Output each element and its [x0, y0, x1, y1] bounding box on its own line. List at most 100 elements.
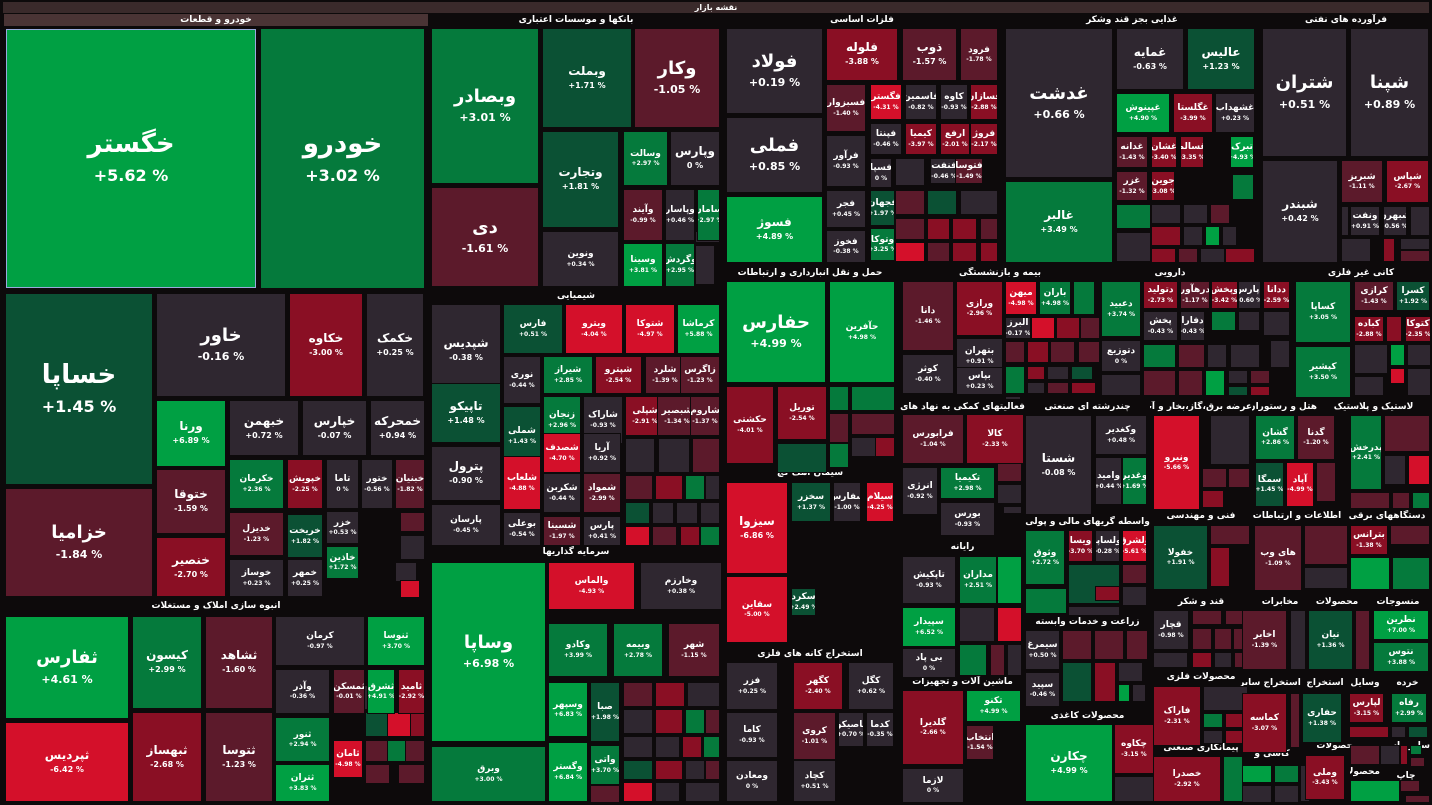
- stock-tile-small[interactable]: [1207, 344, 1227, 368]
- stock-tile-small[interactable]: [980, 218, 998, 240]
- stock-tile[interactable]: وساپا +6.98 %: [431, 562, 546, 742]
- stock-tile[interactable]: خفولا +1.91 %: [1153, 525, 1208, 590]
- stock-tile[interactable]: شپدیس -0.38 %: [431, 304, 501, 397]
- stock-tile-small[interactable]: [1178, 370, 1203, 396]
- stock-tile[interactable]: گدنا -1.20 %: [1297, 415, 1335, 460]
- stock-tile-small[interactable]: [692, 438, 720, 473]
- stock-tile-small[interactable]: [625, 475, 653, 500]
- stock-tile-small[interactable]: [1392, 492, 1410, 509]
- stock-tile-small[interactable]: [997, 484, 1022, 504]
- stock-tile-small[interactable]: [960, 190, 998, 215]
- stock-tile[interactable]: کساپا +3.05 %: [1295, 281, 1351, 343]
- stock-tile[interactable]: کروی -1.01 %: [793, 712, 836, 760]
- stock-tile[interactable]: کرماشا +5.88 %: [677, 304, 720, 354]
- stock-tile[interactable]: شهر -1.15 %: [668, 623, 720, 677]
- stock-tile-small[interactable]: [625, 502, 650, 524]
- stock-tile[interactable]: وآیند -0.99 %: [623, 189, 663, 241]
- stock-tile-small[interactable]: [1210, 525, 1250, 545]
- stock-tile[interactable]: غشان -3.40 %: [1151, 136, 1177, 168]
- stock-tile[interactable]: فتوسا -1.49 %: [955, 158, 983, 184]
- stock-tile[interactable]: خاذین +1.72 %: [326, 546, 359, 579]
- stock-tile[interactable]: کباده -2.88 %: [1354, 316, 1384, 342]
- stock-tile-small[interactable]: [1047, 366, 1069, 380]
- stock-tile[interactable]: وسالت +2.97 %: [623, 131, 668, 186]
- stock-tile-small[interactable]: [655, 475, 683, 500]
- stock-tile-small[interactable]: [1383, 238, 1395, 262]
- stock-tile-small[interactable]: [1384, 415, 1430, 452]
- stock-tile[interactable]: ثمسکن -0.01 %: [333, 669, 365, 714]
- stock-tile-small[interactable]: [1062, 662, 1092, 702]
- stock-tile-small[interactable]: [1232, 174, 1254, 200]
- stock-tile[interactable]: سپید -0.46 %: [1025, 672, 1060, 707]
- stock-tile[interactable]: کچاد +0.51 %: [793, 760, 836, 802]
- stock-tile[interactable]: ثشاهد -1.60 %: [205, 616, 273, 709]
- stock-tile[interactable]: مداران +2.51 %: [959, 556, 997, 604]
- stock-tile[interactable]: خریخت +1.82 %: [287, 514, 323, 558]
- stock-tile[interactable]: شبهرن-0.56 %: [1383, 206, 1407, 236]
- stock-tile[interactable]: تکیمیا +2.98 %: [940, 467, 995, 499]
- stock-tile[interactable]: وتوکا+3.25 %: [870, 228, 895, 261]
- stock-tile-small[interactable]: [1005, 396, 1021, 400]
- stock-tile-small[interactable]: [1386, 316, 1402, 342]
- stock-tile[interactable]: شیراز +2.85 %: [543, 356, 593, 394]
- stock-tile[interactable]: شتران +0.51 %: [1262, 28, 1347, 157]
- stock-tile[interactable]: تاپیکو +1.48 %: [431, 383, 501, 443]
- stock-tile-small[interactable]: [655, 682, 685, 707]
- stock-tile[interactable]: غپینوش +4.90 %: [1116, 93, 1170, 133]
- stock-tile-small[interactable]: [1094, 630, 1124, 660]
- stock-tile-small[interactable]: [1071, 382, 1096, 394]
- stock-tile[interactable]: ثپردیس -6.42 %: [5, 722, 129, 802]
- stock-tile[interactable]: صبا +1.98 %: [590, 682, 620, 742]
- stock-tile[interactable]: سکرد+2.49 %: [791, 588, 816, 616]
- stock-tile-small[interactable]: [1005, 366, 1025, 394]
- stock-tile-small[interactable]: [990, 644, 1005, 676]
- stock-tile[interactable]: خکمک +0.25 %: [366, 293, 424, 397]
- stock-tile[interactable]: ختوقا -1.59 %: [156, 469, 226, 534]
- stock-tile[interactable]: کرازی -1.43 %: [1354, 281, 1394, 311]
- stock-tile[interactable]: بی پاد 0 %: [902, 648, 956, 678]
- stock-tile[interactable]: گشان +2.86 %: [1255, 415, 1295, 460]
- stock-tile[interactable]: ورنا +6.89 %: [156, 400, 226, 467]
- stock-tile-small[interactable]: [1003, 506, 1022, 514]
- stock-tile[interactable]: حآفرین +4.98 %: [829, 281, 895, 383]
- stock-tile[interactable]: سیلام -4.25 %: [866, 482, 894, 522]
- stock-tile[interactable]: وکار -1.05 %: [634, 28, 720, 128]
- stock-tile-small[interactable]: [1380, 745, 1400, 765]
- stock-tile-small[interactable]: [1250, 386, 1270, 396]
- stock-tile-small[interactable]: [1412, 492, 1430, 509]
- stock-tile-small[interactable]: [1122, 586, 1147, 606]
- stock-tile-small[interactable]: [829, 443, 849, 468]
- stock-tile-small[interactable]: [1408, 726, 1428, 738]
- stock-tile[interactable]: انرژی -0.92 %: [902, 467, 938, 515]
- stock-tile[interactable]: فسازان-2.88 %: [970, 84, 998, 120]
- stock-tile-small[interactable]: [1304, 525, 1348, 565]
- stock-tile[interactable]: سامان+2.97 %: [697, 189, 720, 241]
- stock-tile[interactable]: فسپا 0 %: [870, 158, 892, 188]
- stock-tile-small[interactable]: [1056, 317, 1080, 339]
- stock-tile[interactable]: تکنو +4.99 %: [966, 690, 1021, 722]
- stock-tile[interactable]: فرآور -0.93 %: [826, 135, 866, 187]
- stock-tile-small[interactable]: [1228, 370, 1248, 384]
- stock-tile[interactable]: وگستر +6.84 %: [548, 742, 588, 802]
- stock-tile-small[interactable]: [1192, 628, 1212, 650]
- stock-tile-small[interactable]: [1391, 726, 1406, 738]
- stock-tile-small[interactable]: [952, 218, 977, 240]
- stock-tile-small[interactable]: [1178, 344, 1205, 368]
- stock-tile-small[interactable]: [1407, 368, 1431, 396]
- stock-tile-small[interactable]: [1192, 610, 1222, 625]
- stock-tile-small[interactable]: [1274, 765, 1299, 783]
- stock-tile-small[interactable]: [1214, 628, 1232, 650]
- stock-tile[interactable]: وگردش+2.95 %: [665, 243, 695, 287]
- stock-tile[interactable]: کاما -0.93 %: [726, 712, 778, 758]
- stock-tile[interactable]: خپویش -2.25 %: [287, 459, 323, 509]
- stock-tile-small[interactable]: [1062, 630, 1092, 660]
- stock-tile[interactable]: دی -1.61 %: [431, 187, 539, 287]
- stock-tile-small[interactable]: [1205, 370, 1225, 396]
- stock-tile-small[interactable]: [1025, 588, 1067, 614]
- stock-tile[interactable]: کدما -0.35 %: [866, 712, 894, 747]
- stock-tile-small[interactable]: [1143, 344, 1176, 368]
- stock-tile-small[interactable]: [695, 245, 715, 285]
- stock-tile-small[interactable]: [1242, 785, 1272, 803]
- stock-tile-small[interactable]: [959, 607, 995, 642]
- stock-tile[interactable]: سپیدار +6.52 %: [902, 607, 956, 647]
